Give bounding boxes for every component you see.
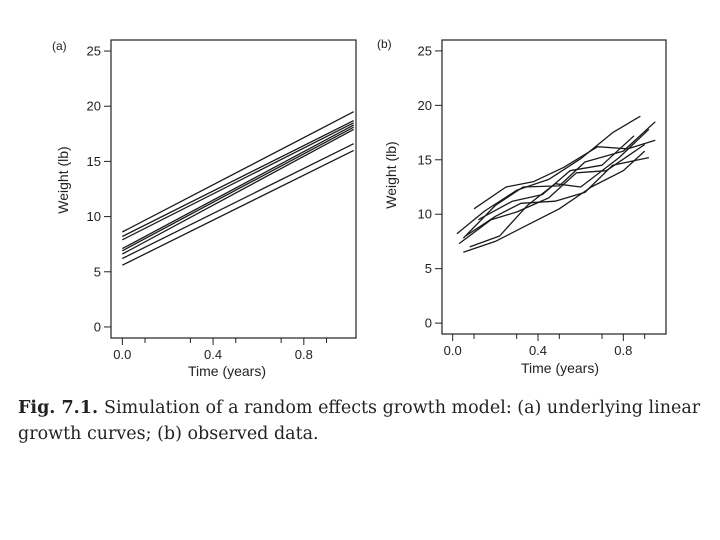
panel-b-series [456, 115, 656, 253]
panel-a-y-tick-label: 5 [94, 264, 101, 279]
panel-b-series-line-8 [465, 156, 650, 237]
panel-b-x-tick-label: 0.8 [614, 343, 632, 358]
panel-a-x-ticks: 0.0 0.4 0.8 [113, 338, 328, 362]
panel-b-series-line-5 [463, 150, 646, 253]
panel-a-x-tick-label: 0.4 [204, 347, 222, 362]
panel-a-series-line-6 [121, 128, 355, 255]
panel-a-frame [110, 39, 357, 339]
caption-lead: Fig. 7.1. [18, 398, 99, 418]
panel-b-frame [441, 39, 667, 335]
panel-b-series-line-1 [456, 115, 641, 235]
panel-a-x-tick-label: 0.8 [295, 347, 313, 362]
panel-a-y-tick-label: 20 [87, 99, 101, 114]
panel-a-y-tick-label: 0 [94, 319, 101, 334]
panel-a-y-ticks: 0 5 10 15 20 25 [87, 44, 111, 334]
panel-b-x-tick-label: 0.4 [529, 343, 547, 358]
panel-a-y-tick-label: 10 [87, 209, 101, 224]
panel-b-y-tick-label: 20 [418, 98, 432, 113]
panel-b-chart: (b) 0 5 10 15 20 25 0.0 0.4 0.8 Weight (lb) Tim… [377, 37, 667, 376]
panel-a-y-tick-label: 15 [87, 154, 101, 169]
panel-b-x-tick-label: 0.0 [444, 343, 462, 358]
panel-b-y-tick-label: 15 [418, 152, 432, 167]
panel-a-series-line-4 [121, 124, 355, 250]
caption-text: Simulation of a random effects growth mo… [18, 398, 701, 444]
panel-b-series-line-6 [473, 139, 656, 210]
panel-b-y-tick-label: 0 [425, 316, 432, 331]
panel-b-y-tick-label: 10 [418, 207, 432, 222]
panel-b-x-axis-title: Time (years) [521, 360, 599, 376]
panel-b-y-ticks: 0 5 10 15 20 25 [418, 43, 442, 331]
panel-b-series-line-7 [477, 135, 635, 221]
panel-b-series-line-2 [462, 121, 656, 239]
panel-b-y-axis-title: Weight (lb) [383, 141, 399, 208]
figure: (a) 0 5 10 15 20 25 0.0 0.4 0.8 Weight (lb) Tim… [52, 37, 667, 379]
panel-a-x-tick-label: 0.0 [113, 347, 131, 362]
panel-a-y-axis-title: Weight (lb) [55, 146, 71, 213]
figure-caption: Fig. 7.1. Simulation of a random effects … [18, 395, 708, 447]
panel-a-series-line-7 [122, 143, 354, 260]
panel-a-series-line-1 [122, 111, 354, 233]
panel-a-x-axis-title: Time (years) [188, 363, 266, 379]
panel-a-series-line-5 [121, 126, 355, 252]
panel-a-series [121, 111, 355, 266]
panel-a-series-line-8 [122, 149, 354, 266]
panel-b-label: (b) [377, 37, 392, 51]
panel-b-x-ticks: 0.0 0.4 0.8 [444, 334, 646, 358]
panel-b-y-tick-label: 5 [425, 261, 432, 276]
panel-b-y-tick-label: 25 [418, 43, 432, 58]
panel-a-series-line-2 [122, 120, 354, 238]
panel-a-series-line-3 [122, 122, 354, 241]
panel-a-y-tick-label: 25 [87, 44, 101, 59]
panel-a-label: (a) [52, 39, 67, 53]
panel-a-chart: (a) 0 5 10 15 20 25 0.0 0.4 0.8 Weight (lb) Tim… [52, 39, 357, 379]
